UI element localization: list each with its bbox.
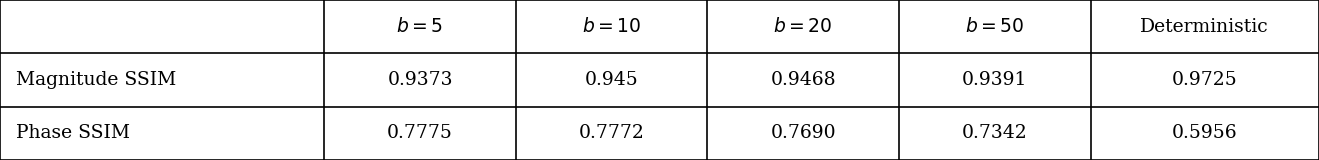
Text: 0.7342: 0.7342 (962, 124, 1028, 142)
Text: $b = 50$: $b = 50$ (966, 17, 1025, 36)
Text: $b = 5$: $b = 5$ (397, 17, 443, 36)
Text: 0.7772: 0.7772 (579, 124, 645, 142)
Text: Magnitude SSIM: Magnitude SSIM (16, 71, 175, 89)
Text: 0.9725: 0.9725 (1171, 71, 1237, 89)
Text: Phase SSIM: Phase SSIM (16, 124, 129, 142)
Text: 0.5956: 0.5956 (1173, 124, 1237, 142)
Text: $b = 10$: $b = 10$ (582, 17, 641, 36)
Text: 0.9468: 0.9468 (770, 71, 836, 89)
Text: 0.7775: 0.7775 (386, 124, 452, 142)
Text: 0.9391: 0.9391 (962, 71, 1028, 89)
Text: 0.7690: 0.7690 (770, 124, 836, 142)
Text: 0.9373: 0.9373 (388, 71, 452, 89)
Text: Deterministic: Deterministic (1141, 18, 1269, 36)
Text: 0.945: 0.945 (584, 71, 638, 89)
Text: $b = 20$: $b = 20$ (773, 17, 832, 36)
